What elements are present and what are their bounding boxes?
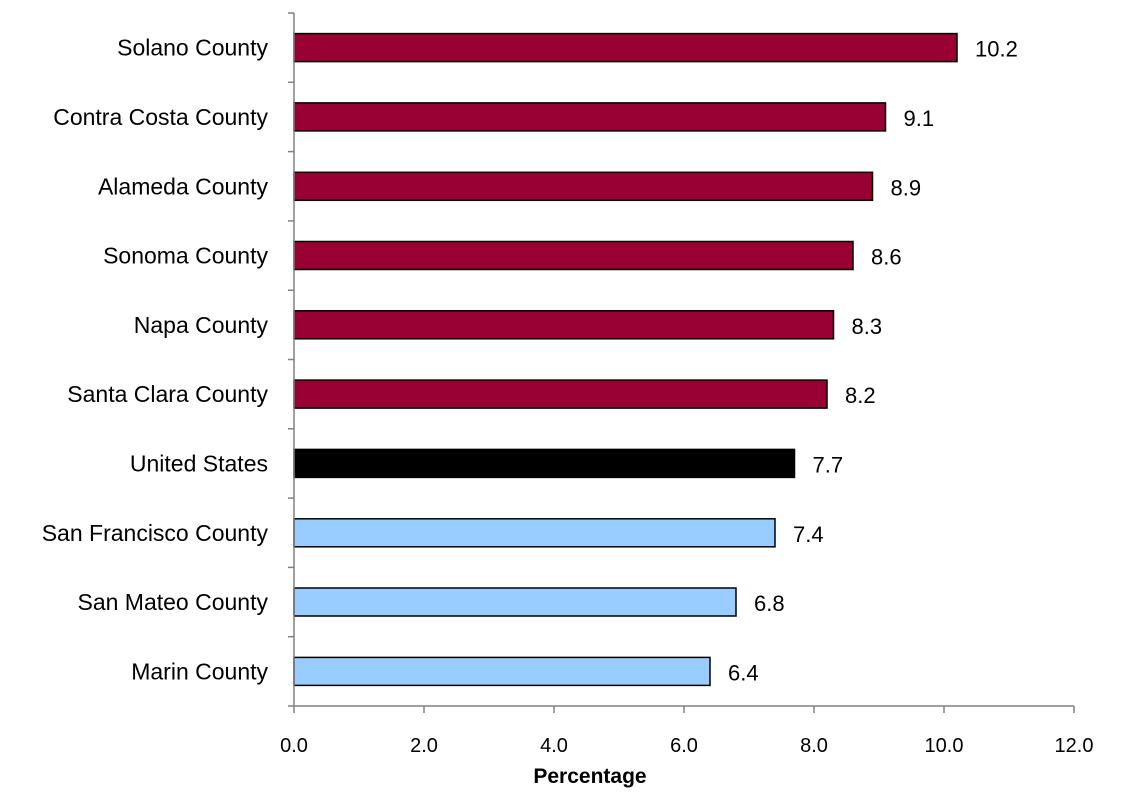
bar bbox=[293, 240, 854, 271]
x-tick-label: 12.0 bbox=[1055, 735, 1094, 757]
bar bbox=[293, 448, 796, 479]
axis-layer bbox=[288, 12, 1075, 713]
category-label: Sonoma County bbox=[103, 243, 268, 269]
value-label: 9.1 bbox=[904, 106, 935, 131]
value-label: 7.4 bbox=[793, 522, 824, 547]
x-tick-label: 6.0 bbox=[670, 735, 698, 757]
bars-layer bbox=[293, 32, 958, 687]
category-label: San Francisco County bbox=[42, 520, 269, 546]
value-label: 8.3 bbox=[852, 314, 883, 339]
x-tick-label: 4.0 bbox=[540, 735, 568, 757]
category-label: Solano County bbox=[117, 35, 268, 61]
bar bbox=[293, 32, 958, 63]
category-label: Napa County bbox=[134, 312, 269, 338]
x-tick-label: 2.0 bbox=[410, 735, 438, 757]
category-label: Contra Costa County bbox=[53, 104, 268, 130]
x-tick-label: 8.0 bbox=[800, 735, 828, 757]
value-label: 8.2 bbox=[845, 383, 876, 408]
bar bbox=[293, 310, 835, 340]
bar bbox=[293, 171, 874, 202]
category-label: Santa Clara County bbox=[67, 381, 268, 407]
bar bbox=[293, 102, 887, 132]
bar bbox=[293, 379, 828, 409]
bar bbox=[293, 518, 776, 548]
value-label: 10.2 bbox=[975, 37, 1018, 62]
x-tick-label: 10.0 bbox=[925, 735, 964, 757]
category-label: Alameda County bbox=[98, 173, 269, 199]
value-label: 6.4 bbox=[728, 660, 759, 685]
x-tick-label: 0.0 bbox=[280, 735, 308, 757]
value-label: 6.8 bbox=[754, 591, 785, 616]
category-label: San Mateo County bbox=[77, 589, 268, 615]
bar bbox=[293, 656, 711, 687]
category-label: United States bbox=[130, 450, 268, 476]
x-axis-title: Percentage bbox=[533, 765, 646, 788]
value-label: 8.6 bbox=[871, 245, 902, 270]
value-label: 8.9 bbox=[891, 175, 922, 200]
bar bbox=[293, 587, 737, 617]
category-label: Marin County bbox=[131, 658, 268, 684]
labels-layer: Solano County 10.2 Contra Costa County 9.1 A… bbox=[42, 35, 1094, 757]
value-label: 7.7 bbox=[813, 452, 844, 477]
